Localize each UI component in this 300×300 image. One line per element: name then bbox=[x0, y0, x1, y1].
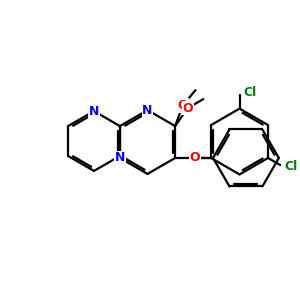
Text: O: O bbox=[190, 152, 200, 164]
Text: Cl: Cl bbox=[284, 160, 297, 173]
Text: N: N bbox=[115, 152, 125, 164]
Text: O: O bbox=[177, 99, 188, 112]
Text: N: N bbox=[142, 103, 153, 117]
Text: O: O bbox=[182, 102, 193, 115]
Text: Cl: Cl bbox=[244, 86, 257, 99]
Text: N: N bbox=[89, 105, 99, 118]
